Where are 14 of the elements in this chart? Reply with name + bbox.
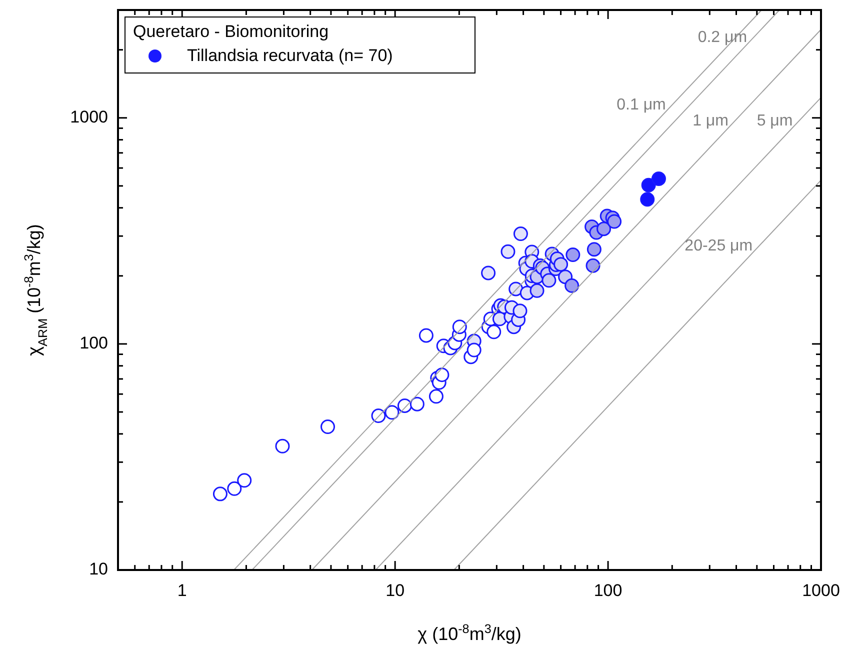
series-label: 0.1 μm <box>616 96 666 114</box>
x-tick-label: 100 <box>594 581 622 600</box>
x-tick-label: 1 <box>177 581 187 600</box>
series-label: 20-25 μm <box>684 238 753 255</box>
y-tick-label: 100 <box>80 333 108 352</box>
legend-label: Tillandsia recurvata (n= 70) <box>187 46 393 65</box>
series-label: 5 μm <box>756 112 793 130</box>
y-tick-label: 10 <box>89 559 108 578</box>
y-tick-label: 1000 <box>70 107 108 126</box>
x-tick-label: 1000 <box>802 581 840 600</box>
legend-title: Queretaro - Biomonitoring <box>133 22 329 41</box>
x-axis-title: χ (10$^{-8}$m$^{3}$/kg) <box>418 622 522 644</box>
series-label: 1 μm <box>692 112 728 130</box>
x-tick-label: 10 <box>386 581 405 600</box>
